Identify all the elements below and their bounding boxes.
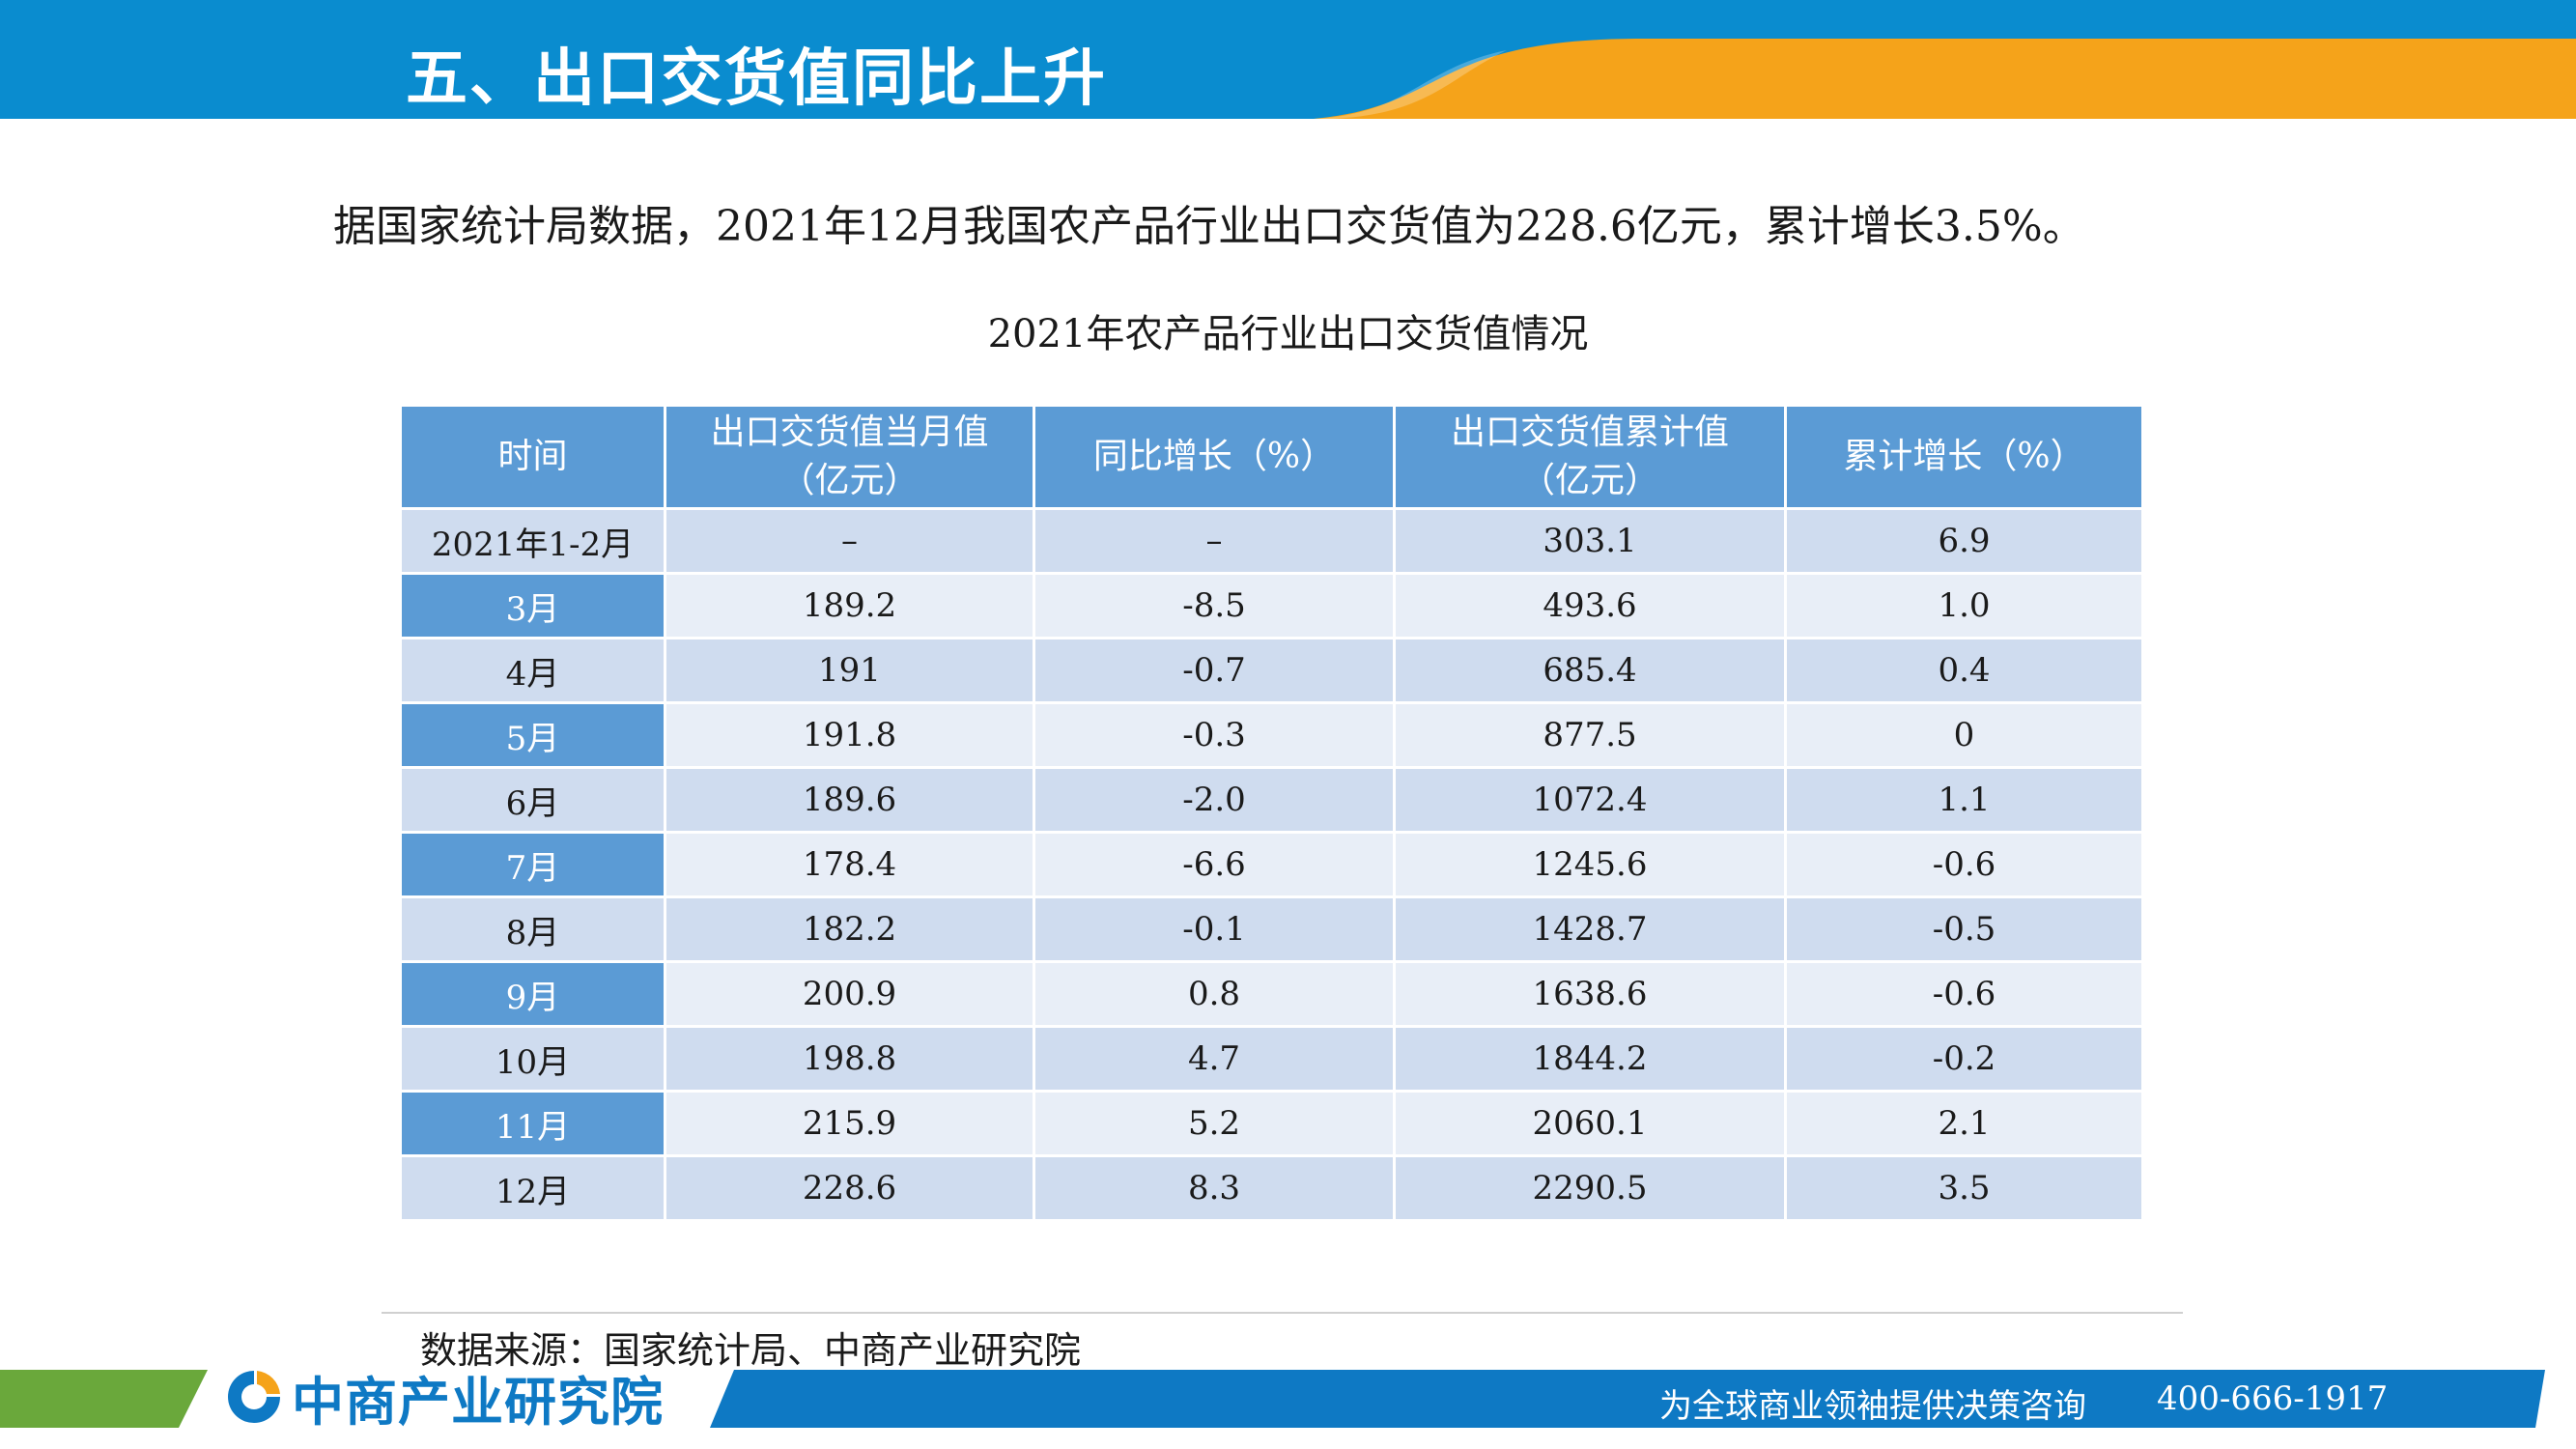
table-row: 2021年1-2月 – –303.1 6.9 [399, 507, 2144, 575]
cell-cumulative-value: 2290.5 [1393, 1154, 1787, 1222]
cell-cumulative-value: 1072.4 [1393, 766, 1787, 834]
header-cumulative-value: 出口交货值累计值 （亿元） [1393, 404, 1787, 510]
cell-cumulative-growth: 0.4 [1784, 637, 2144, 704]
cell-cumulative-value: 2060.1 [1393, 1090, 1787, 1157]
cell-time: 6月 [399, 766, 666, 834]
cell-monthly-value: 200.9 [664, 960, 1035, 1028]
table-row: 8月 182.2 -0.1 1428.7 -0.5 [399, 895, 2144, 963]
table-body: 2021年1-2月 – –303.1 6.9 3月 189.2 -8.5 493.6 1.0 4月… [399, 507, 2144, 1222]
header-monthly-value: 出口交货值当月值 （亿元） [664, 404, 1035, 510]
export-value-table: 时间 出口交货值当月值 （亿元） 同比增长（%） 出口交货值累计值 （亿元） 累计增… [399, 404, 2144, 1222]
table-row: 6月 189.6 -2.0 1072.4 1.1 [399, 766, 2144, 834]
cell-time: 11月 [399, 1090, 666, 1157]
cell-time: 4月 [399, 637, 666, 704]
logo-text: 中商产业研究院 [292, 1371, 664, 1433]
table-row: 3月 189.2 -8.5 493.6 1.0 [399, 572, 2144, 639]
cell-monthly-value: 198.8 [664, 1025, 1035, 1093]
cell-cumulative-growth: 6.9 [1784, 507, 2144, 575]
cell-time: 8月 [399, 895, 666, 963]
cell-cumulative-growth: -0.5 [1784, 895, 2144, 963]
cell-yoy-growth: 4.7 [1033, 1025, 1396, 1093]
cell-cumulative-value: 1245.6 [1393, 831, 1787, 898]
cell-time: 2021年1-2月 [399, 507, 666, 575]
table-caption: 2021年农产品行业出口交货值情况 [987, 312, 1589, 356]
cell-yoy-growth: -2.0 [1033, 766, 1396, 834]
cell-cumulative-growth: 3.5 [1784, 1154, 2144, 1222]
cell-monthly-value: 189.6 [664, 766, 1035, 834]
table-row: 9月 200.9 0.8 1638.6 -0.6 [399, 960, 2144, 1028]
footer-bar [0, 1370, 2576, 1428]
cell-time: 12月 [399, 1154, 666, 1222]
table-row: 5月 191.8 -0.3 877.5 0 [399, 701, 2144, 769]
cell-cumulative-growth: 1.1 [1784, 766, 2144, 834]
cell-yoy-growth: -6.6 [1033, 831, 1396, 898]
cell-cumulative-value: 1638.6 [1393, 960, 1787, 1028]
cell-time: 3月 [399, 572, 666, 639]
cell-cumulative-value: 877.5 [1393, 701, 1787, 769]
cell-yoy-growth: -0.7 [1033, 637, 1396, 704]
table-header-row: 时间 出口交货值当月值 （亿元） 同比增长（%） 出口交货值累计值 （亿元） 累计增… [399, 404, 2144, 510]
cell-monthly-value: 182.2 [664, 895, 1035, 963]
cell-cumulative-value: 303.1 [1393, 507, 1787, 575]
cell-monthly-value: 228.6 [664, 1154, 1035, 1222]
intro-text: 据国家统计局数据，2021年12月我国农产品行业出口交货值为228.6亿元，累计… [333, 202, 2085, 251]
cell-time: 7月 [399, 831, 666, 898]
cell-monthly-value: 178.4 [664, 831, 1035, 898]
header-cumulative-growth: 累计增长（%） [1784, 404, 2144, 510]
cell-yoy-growth: -0.1 [1033, 895, 1396, 963]
cell-cumulative-growth: 2.1 [1784, 1090, 2144, 1157]
header-yoy-growth: 同比增长（%） [1033, 404, 1396, 510]
table-row: 12月 228.6 8.3 2290.5 3.5 [399, 1154, 2144, 1222]
cell-monthly-value: 191.8 [664, 701, 1035, 769]
header-banner: 五、出口交货值同比上升 [0, 0, 2576, 119]
cell-time: 9月 [399, 960, 666, 1028]
footer-phone: 400-666-1917 [2157, 1379, 2389, 1418]
cell-cumulative-value: 1844.2 [1393, 1025, 1787, 1093]
table-row: 7月 178.4 -6.6 1245.6 -0.6 [399, 831, 2144, 898]
cell-cumulative-value: 1428.7 [1393, 895, 1787, 963]
banner-shape [0, 0, 2576, 119]
cell-cumulative-value: 685.4 [1393, 637, 1787, 704]
cell-time: 5月 [399, 701, 666, 769]
cell-yoy-growth: -0.3 [1033, 701, 1396, 769]
cell-cumulative-growth: -0.6 [1784, 960, 2144, 1028]
cell-yoy-growth: -8.5 [1033, 572, 1396, 639]
cell-cumulative-growth: -0.2 [1784, 1025, 2144, 1093]
page-title: 五、出口交货值同比上升 [406, 43, 1107, 115]
table-row: 10月 198.8 4.7 1844.2 -0.2 [399, 1025, 2144, 1093]
cell-time: 10月 [399, 1025, 666, 1093]
cell-monthly-value: – [664, 507, 1035, 575]
source-divider [382, 1312, 2183, 1314]
table-row: 4月 191 -0.7 685.4 0.4 [399, 637, 2144, 704]
cell-cumulative-growth: -0.6 [1784, 831, 2144, 898]
askci-logo-icon [228, 1371, 280, 1423]
footer-slogan: 为全球商业领袖提供决策咨询 [1659, 1387, 2086, 1426]
header-time: 时间 [399, 404, 666, 510]
cell-yoy-growth: – [1033, 507, 1396, 575]
cell-yoy-growth: 5.2 [1033, 1090, 1396, 1157]
data-source: 数据来源：国家统计局、中商产业研究院 [420, 1329, 1082, 1372]
cell-cumulative-growth: 1.0 [1784, 572, 2144, 639]
table-row: 11月 215.9 5.2 2060.1 2.1 [399, 1090, 2144, 1157]
cell-yoy-growth: 0.8 [1033, 960, 1396, 1028]
cell-monthly-value: 215.9 [664, 1090, 1035, 1157]
cell-monthly-value: 191 [664, 637, 1035, 704]
company-logo: 中商产业研究院 [224, 1364, 664, 1433]
cell-cumulative-growth: 0 [1784, 701, 2144, 769]
cell-monthly-value: 189.2 [664, 572, 1035, 639]
footer-shape [0, 1370, 2545, 1428]
cell-cumulative-value: 493.6 [1393, 572, 1787, 639]
cell-yoy-growth: 8.3 [1033, 1154, 1396, 1222]
